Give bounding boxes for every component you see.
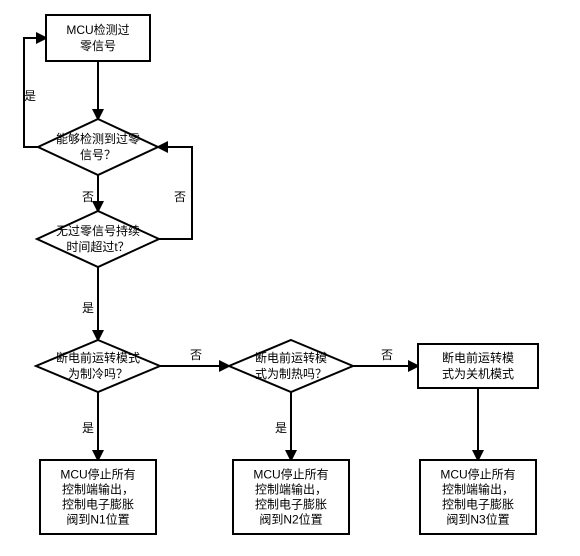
- edge-label: 否: [82, 190, 94, 204]
- q_heating-node: [229, 340, 353, 392]
- edge-label: 否: [190, 348, 202, 362]
- q_detect-node: [38, 119, 158, 175]
- edge-label: 否: [174, 190, 186, 204]
- edge-label: 否: [381, 348, 393, 362]
- edge-label: 是: [24, 89, 36, 103]
- q_cooling-node: [36, 340, 160, 392]
- edge-label: 是: [82, 301, 94, 315]
- edge-label: 是: [82, 421, 94, 435]
- q_timeout-node: [37, 211, 159, 267]
- edge-label: 是: [275, 421, 287, 435]
- start-node: [46, 15, 150, 61]
